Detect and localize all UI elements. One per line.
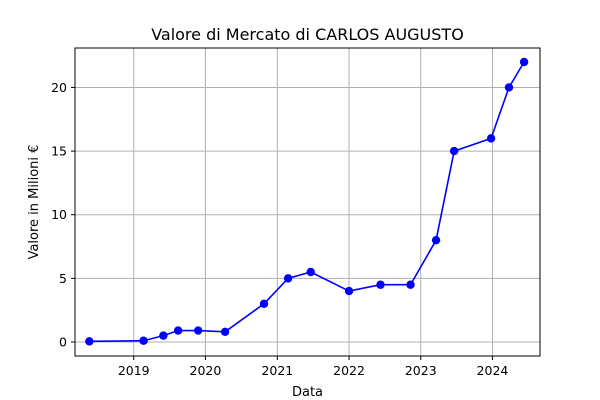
x-axis-label: Data: [292, 385, 323, 400]
y-tick-label: 15: [51, 144, 67, 159]
data-point: [259, 299, 269, 309]
data-point: [139, 336, 148, 345]
y-axis-label: Valore in Milioni €: [27, 145, 42, 260]
y-tick-label: 5: [59, 271, 67, 286]
data-point: [85, 337, 94, 346]
data-point: [193, 326, 203, 335]
data-point: [220, 327, 230, 337]
data-point: [504, 83, 514, 92]
axis-ticks: 2019 2020 2021 2022 2023 2024 0 5 10 15 20: [51, 80, 508, 378]
series-line: [89, 61, 525, 343]
y-tick-label: 0: [59, 335, 67, 350]
plot-frame: [74, 47, 541, 357]
data-point: [283, 274, 293, 283]
x-tick-label: 2021: [261, 363, 293, 378]
x-tick-label: 2022: [333, 363, 365, 378]
y-tick-label: 20: [51, 80, 67, 95]
chart-title: Valore di Mercato di CARLOS AUGUSTO: [151, 25, 464, 44]
y-tick-label: 10: [51, 207, 67, 222]
x-tick-label: 2020: [190, 363, 222, 378]
data-point: [306, 267, 315, 277]
grid: [75, 48, 540, 356]
data-point: [431, 235, 441, 245]
series-layer: [85, 57, 529, 346]
data-point: [173, 326, 183, 335]
x-tick-label: 2019: [118, 363, 150, 378]
data-point: [344, 286, 354, 296]
data-point: [406, 280, 415, 289]
x-tick-label: 2023: [405, 363, 437, 378]
data-point: [376, 280, 385, 289]
data-point: [449, 146, 459, 156]
x-tick-label: 2024: [477, 363, 509, 378]
data-point: [486, 134, 496, 143]
data-point: [519, 57, 529, 67]
data-point: [159, 331, 168, 340]
